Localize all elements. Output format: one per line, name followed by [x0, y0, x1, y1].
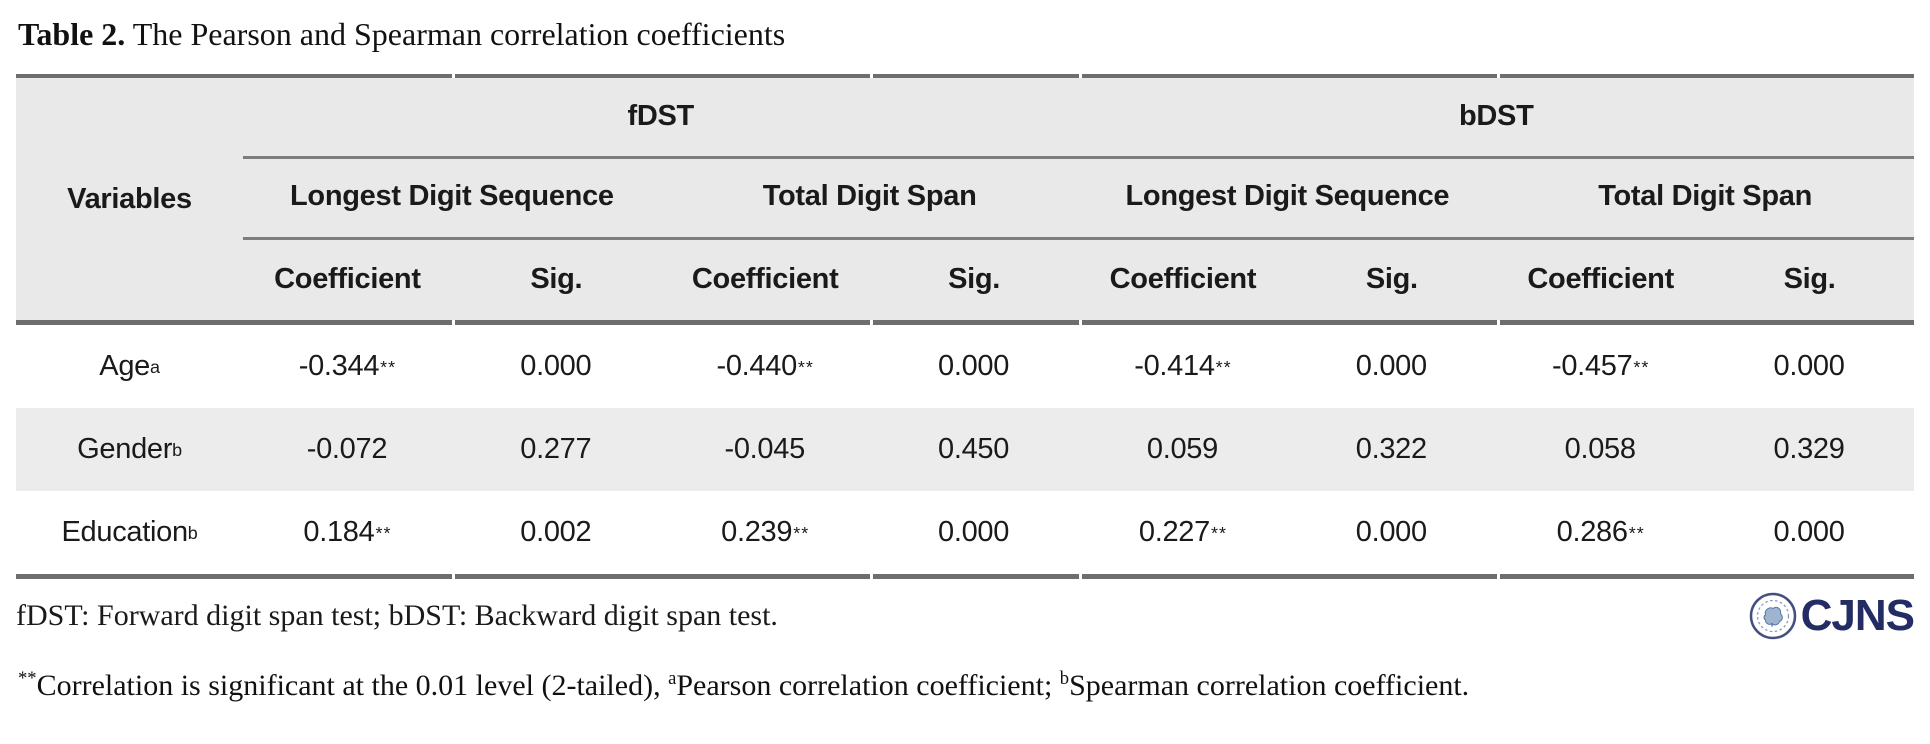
- table-cell: -0.414 **: [1134, 350, 1232, 382]
- header-coefficient: Coefficient: [274, 262, 421, 295]
- abbreviation-note: fDST: Forward digit span test; bDST: Bac…: [16, 599, 778, 632]
- header-fdst-longest-digit-sequence: Longest Digit Sequence: [243, 156, 661, 240]
- table-cell: 0.239 **: [721, 516, 810, 548]
- table-title-text: The Pearson and Spearman correlation coe…: [125, 16, 786, 52]
- row-label-education: Education b: [61, 516, 198, 548]
- header-sig: Sig.: [530, 262, 583, 295]
- table-cell: 0.322: [1355, 433, 1427, 465]
- border-gap: [451, 574, 455, 579]
- table-bottom-border: [16, 574, 1914, 579]
- table-cell: 0.450: [938, 433, 1010, 465]
- header-coefficient: Coefficient: [1109, 262, 1257, 295]
- table-cell: 0.286 **: [1556, 516, 1645, 548]
- border-gap: [1497, 320, 1500, 325]
- table-cell: 0.002: [520, 516, 592, 548]
- border-gap: [1078, 574, 1082, 579]
- table-cell: -0.045: [724, 433, 805, 465]
- table-cell: -0.072: [306, 433, 388, 465]
- border-gap: [870, 574, 874, 579]
- header-coefficient: Coefficient: [691, 262, 839, 295]
- footnote-a-text: Pearson correlation coefficient;: [676, 669, 1060, 702]
- journal-seal-icon: [1749, 592, 1796, 640]
- header-sig: Sig.: [948, 262, 1001, 295]
- header-bottom-border: [16, 320, 1914, 325]
- correlation-table: Variables fDST bDST Longest Digit Sequen…: [16, 74, 1914, 579]
- table-cell: -0.457 **: [1551, 350, 1650, 382]
- header-bdst-longest-digit-sequence: Longest Digit Sequence: [1078, 156, 1497, 240]
- header-bdst-total-digit-span: Total Digit Span: [1496, 156, 1914, 240]
- table-cell: 0.184 **: [303, 516, 392, 548]
- variable-name: Education: [61, 516, 189, 548]
- significance-footnote: **Correlation is significant at the 0.01…: [18, 669, 1914, 703]
- journal-logo-text: CJNS: [1800, 591, 1915, 640]
- table-cell: 0.000: [520, 350, 592, 382]
- border-gap: [1497, 74, 1500, 78]
- footnote-a-superscript: a: [668, 668, 677, 689]
- header-group-fdst: fDST: [243, 77, 1079, 159]
- footnote-stars-text: Correlation is significant at the 0.01 l…: [36, 669, 669, 702]
- border-gap: [451, 320, 455, 325]
- header-fdst-total-digit-span: Total Digit Span: [660, 156, 1079, 240]
- header-sig: Sig.: [1365, 262, 1418, 295]
- border-gap: [1078, 74, 1082, 78]
- table-cell: 0.277: [520, 433, 592, 465]
- border-gap: [451, 74, 455, 78]
- border-gap: [870, 74, 874, 78]
- table-title-label: Table 2.: [18, 16, 126, 52]
- table-row-education: Education b 0.184 ** 0.002 0.239 ** 0.000 0…: [16, 491, 1914, 574]
- table-cell: 0.000: [1773, 516, 1845, 548]
- variable-name: Gender: [77, 433, 173, 465]
- table-cell: 0.000: [1355, 350, 1427, 382]
- variable-name: Age: [99, 350, 150, 382]
- table-row-gender: Gender b -0.072 0.277 -0.045 0.450 0.059 …: [16, 408, 1914, 491]
- header-coefficient: Coefficient: [1527, 262, 1674, 295]
- table-cell: 0.059: [1146, 433, 1218, 465]
- border-gap: [1078, 320, 1082, 325]
- table-row-age: Age a -0.344 ** 0.000 -0.440 ** 0.000 -0.41…: [16, 325, 1914, 408]
- row-label-gender: Gender b: [77, 433, 182, 465]
- border-gap: [870, 320, 874, 325]
- table-header: Variables fDST bDST Longest Digit Sequen…: [16, 78, 1914, 320]
- table-footer: fDST: Forward digit span test; bDST: Bac…: [16, 579, 1915, 653]
- table-title: Table 2. The Pearson and Spearman correl…: [18, 14, 1914, 54]
- table-cell: 0.000: [1773, 350, 1845, 382]
- table-cell: 0.000: [1355, 516, 1427, 548]
- footnote-stars-superscript: **: [18, 668, 37, 689]
- table-top-border: [16, 74, 1914, 78]
- header-variables: Variables: [67, 182, 192, 215]
- table-cell: -0.344 **: [298, 350, 397, 382]
- table-cell: 0.000: [938, 350, 1010, 382]
- table-cell: 0.058: [1564, 433, 1636, 465]
- table-cell: 0.329: [1773, 433, 1845, 465]
- table-body: Age a -0.344 ** 0.000 -0.440 ** 0.000 -0.41…: [16, 325, 1914, 574]
- cjns-logo: CJNS: [1749, 591, 1915, 641]
- table-cell: 0.000: [938, 516, 1010, 548]
- table-cell: -0.440 **: [716, 350, 814, 382]
- footnote-b-superscript: b: [1059, 668, 1070, 689]
- header-sig: Sig.: [1783, 262, 1836, 295]
- row-label-age: Age a: [99, 350, 160, 382]
- table-cell: 0.227 **: [1138, 516, 1227, 548]
- border-gap: [1497, 574, 1500, 579]
- header-group-bdst: bDST: [1078, 77, 1914, 159]
- footnote-b-text: Spearman correlation coefficient.: [1069, 669, 1470, 702]
